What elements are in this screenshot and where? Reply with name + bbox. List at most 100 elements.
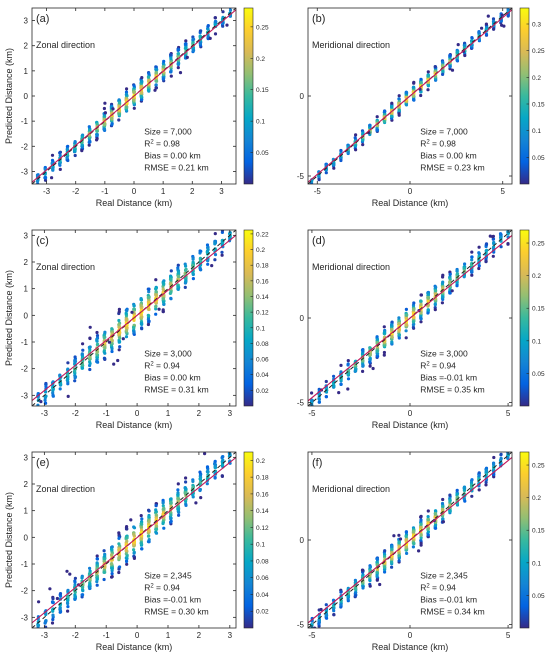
- data-point: [162, 59, 166, 64]
- data-point: [51, 388, 55, 392]
- data-point: [169, 497, 173, 501]
- data-point: [470, 273, 474, 277]
- data-point: [368, 565, 372, 569]
- stat-r2-symbol: R: [420, 361, 426, 371]
- data-point: [154, 530, 158, 534]
- panel-e-points: [36, 438, 232, 632]
- data-point: [319, 607, 323, 612]
- colorbar-tick-label: 0.15: [532, 528, 545, 535]
- data-point: [51, 617, 55, 622]
- data-point: [426, 530, 430, 534]
- data-point: [117, 104, 121, 108]
- data-point: [66, 394, 70, 398]
- data-point: [162, 302, 166, 306]
- colorbar-tick-label: 0.1: [256, 119, 265, 126]
- data-point: [426, 518, 430, 522]
- stat-r2-symbol: R: [420, 139, 426, 149]
- data-point: [419, 536, 423, 540]
- data-point: [44, 390, 48, 394]
- data-point: [117, 567, 121, 571]
- data-point: [125, 536, 129, 540]
- data-point: [426, 509, 430, 513]
- data-point: [124, 318, 128, 322]
- data-point: [146, 313, 150, 317]
- colorbar-tick-label: 0.1: [256, 325, 265, 332]
- data-point: [73, 379, 77, 383]
- data-point: [194, 501, 198, 505]
- data-point: [220, 230, 225, 232]
- panel-c-colorbar: [243, 229, 254, 407]
- data-point: [58, 592, 63, 596]
- colorbar-tick-label: 0.05: [256, 150, 269, 157]
- panel-label: (a): [36, 13, 49, 25]
- data-point: [176, 497, 180, 501]
- data-point: [213, 232, 217, 236]
- data-point: [139, 85, 143, 89]
- data-point: [477, 31, 481, 35]
- data-point: [419, 515, 423, 519]
- colorbar-tick-label: 0.02: [256, 388, 269, 395]
- data-point: [397, 559, 401, 563]
- data-point: [117, 310, 121, 314]
- data-point: [132, 556, 136, 561]
- direction-annotation: Meridional direction: [312, 262, 390, 272]
- data-point: [169, 513, 173, 517]
- data-point: [441, 273, 445, 277]
- data-point: [317, 624, 321, 628]
- stat-r2-value: = 0.94: [430, 583, 457, 593]
- data-point: [448, 280, 452, 284]
- data-point: [506, 242, 510, 246]
- data-point: [88, 128, 92, 132]
- colorbar-tick-label: 0.05: [532, 155, 545, 162]
- data-point: [140, 547, 144, 551]
- data-point: [73, 153, 77, 158]
- data-point: [455, 280, 459, 284]
- data-point: [43, 171, 47, 176]
- data-point: [88, 325, 92, 329]
- data-point: [224, 438, 227, 441]
- data-point: [492, 241, 496, 246]
- data-point: [317, 392, 321, 396]
- x-tick-label: 1: [161, 187, 166, 196]
- data-point: [477, 488, 481, 492]
- panel-b: -5 0 5 -5 0 Real Distance (km) (b) Meridional d…: [297, 7, 545, 208]
- data-point: [448, 277, 452, 281]
- data-point: [81, 348, 85, 352]
- data-point: [397, 94, 401, 98]
- x-axis-label: Real Distance (km): [96, 198, 173, 208]
- data-point: [492, 472, 496, 476]
- panel-f-points: [310, 452, 510, 628]
- data-point: [66, 361, 70, 365]
- data-point: [132, 90, 136, 94]
- data-point: [199, 496, 203, 500]
- panel-label: (b): [312, 13, 325, 25]
- colorbar-tick-label: 0.2: [532, 495, 541, 502]
- data-point: [419, 541, 423, 545]
- data-point: [102, 557, 106, 561]
- data-point: [383, 567, 387, 572]
- data-point: [484, 483, 488, 487]
- data-point: [382, 350, 386, 355]
- data-point: [198, 470, 202, 474]
- data-point: [88, 566, 92, 570]
- data-point: [214, 20, 218, 24]
- data-point: [110, 341, 114, 345]
- data-point: [412, 301, 416, 305]
- x-tick-label: -3: [41, 409, 49, 418]
- data-point: [37, 629, 40, 632]
- data-point: [368, 357, 372, 361]
- data-point: [470, 494, 474, 498]
- data-point: [176, 482, 180, 486]
- data-point: [68, 572, 72, 576]
- data-point: [397, 316, 401, 320]
- data-point: [339, 363, 343, 367]
- data-point: [95, 360, 99, 364]
- data-point: [169, 290, 173, 294]
- data-point: [192, 37, 196, 41]
- x-tick-label: -5: [308, 631, 316, 640]
- panel-label: (c): [36, 235, 49, 247]
- data-point: [221, 24, 225, 28]
- data-point: [210, 264, 214, 268]
- colorbar-tick-label: 0.1: [256, 542, 265, 549]
- data-point: [147, 307, 151, 311]
